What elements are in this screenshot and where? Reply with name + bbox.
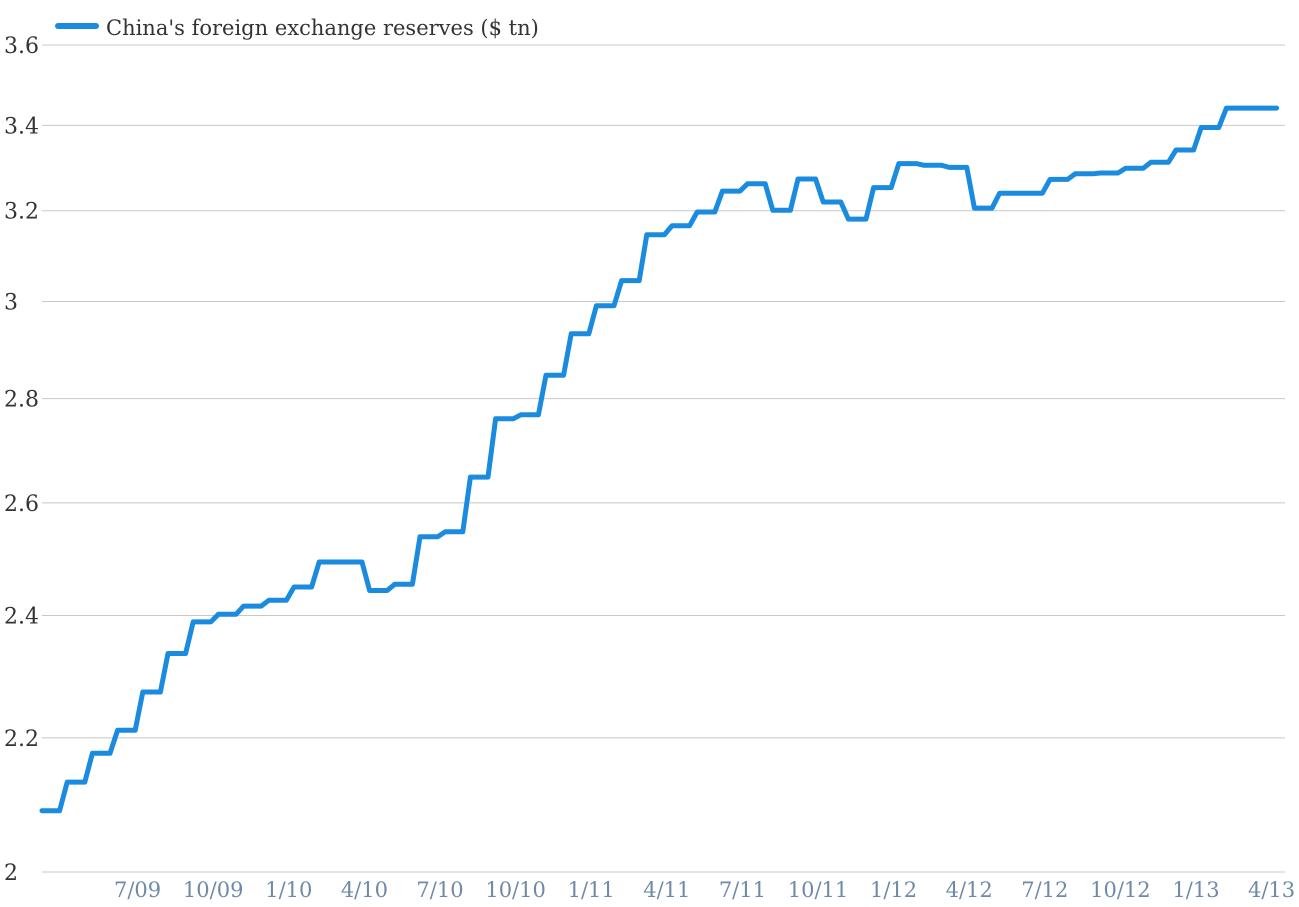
x-tick-label: 1/13 <box>1172 878 1219 902</box>
x-tick-label: 1/12 <box>870 878 917 902</box>
data-point <box>1157 160 1162 165</box>
data-point <box>376 588 381 593</box>
data-point <box>1082 171 1087 176</box>
x-tick-label: 1/11 <box>568 878 615 902</box>
x-tick-label: 7/11 <box>719 878 766 902</box>
x-tick-label: 10/10 <box>485 878 546 902</box>
data-point <box>1132 166 1137 171</box>
x-tick-label: 7/09 <box>114 878 161 902</box>
x-tick-label: 10/12 <box>1090 878 1151 902</box>
data-point <box>300 585 305 590</box>
data-point <box>1006 191 1011 196</box>
data-point <box>149 690 154 695</box>
x-tick-label: 4/10 <box>341 878 388 902</box>
x-tick-label: 10/11 <box>788 878 849 902</box>
data-point <box>99 751 104 756</box>
data-point <box>1056 177 1061 182</box>
x-tick-label: 1/10 <box>265 878 312 902</box>
series-line <box>39 105 1280 814</box>
data-point <box>1258 106 1263 111</box>
x-tick-label: 4/13 <box>1248 878 1295 902</box>
data-point <box>804 177 809 182</box>
x-tick-label: 10/09 <box>183 878 244 902</box>
x-tick-label: 7/12 <box>1021 878 1068 902</box>
data-point <box>351 560 356 565</box>
data-point <box>729 189 734 194</box>
data-point <box>754 181 759 186</box>
data-point <box>452 529 457 534</box>
data-point <box>1031 191 1036 196</box>
data-point <box>250 604 255 609</box>
data-point <box>174 651 179 656</box>
data-point <box>578 331 583 336</box>
data-point <box>855 217 860 222</box>
y-tick-label: 3 <box>4 291 18 316</box>
x-tick-label: 4/11 <box>643 878 690 902</box>
y-tick-label: 2.8 <box>4 388 39 413</box>
data-point <box>653 232 658 237</box>
data-point <box>48 808 53 813</box>
data-point <box>704 210 709 215</box>
data-point <box>124 728 129 733</box>
legend-label: China's foreign exchange reserves ($ tn) <box>106 16 539 40</box>
data-point <box>552 373 557 378</box>
data-point <box>603 303 608 308</box>
data-point <box>930 163 935 168</box>
y-tick-label: 2.6 <box>4 492 39 517</box>
data-point <box>1182 148 1187 153</box>
x-tick-label: 4/12 <box>946 878 993 902</box>
data-point <box>1208 125 1213 130</box>
y-tick-label: 2.2 <box>4 727 39 752</box>
data-point <box>1107 171 1112 176</box>
y-tick-label: 3.4 <box>4 114 39 139</box>
x-tick-label: 7/10 <box>416 878 463 902</box>
y-tick-label: 2.4 <box>4 604 39 629</box>
data-point <box>905 161 910 166</box>
data-point <box>477 475 482 480</box>
data-point <box>1233 106 1238 111</box>
data-point <box>275 598 280 603</box>
data-point <box>678 223 683 228</box>
data-point <box>401 582 406 587</box>
data-point <box>326 560 331 565</box>
data-point <box>956 165 961 170</box>
data-point <box>830 200 835 205</box>
data-point <box>502 416 507 421</box>
data-point <box>200 619 205 624</box>
data-point <box>880 185 885 190</box>
data-point <box>779 208 784 213</box>
data-point <box>225 612 230 617</box>
y-tick-label: 3.2 <box>4 200 39 225</box>
data-point <box>426 534 431 539</box>
data-point <box>981 206 986 211</box>
y-tick-label: 2 <box>4 861 18 886</box>
y-tick-label: 3.6 <box>4 34 39 59</box>
data-point <box>527 412 532 417</box>
data-point <box>628 278 633 283</box>
data-point <box>74 780 79 785</box>
